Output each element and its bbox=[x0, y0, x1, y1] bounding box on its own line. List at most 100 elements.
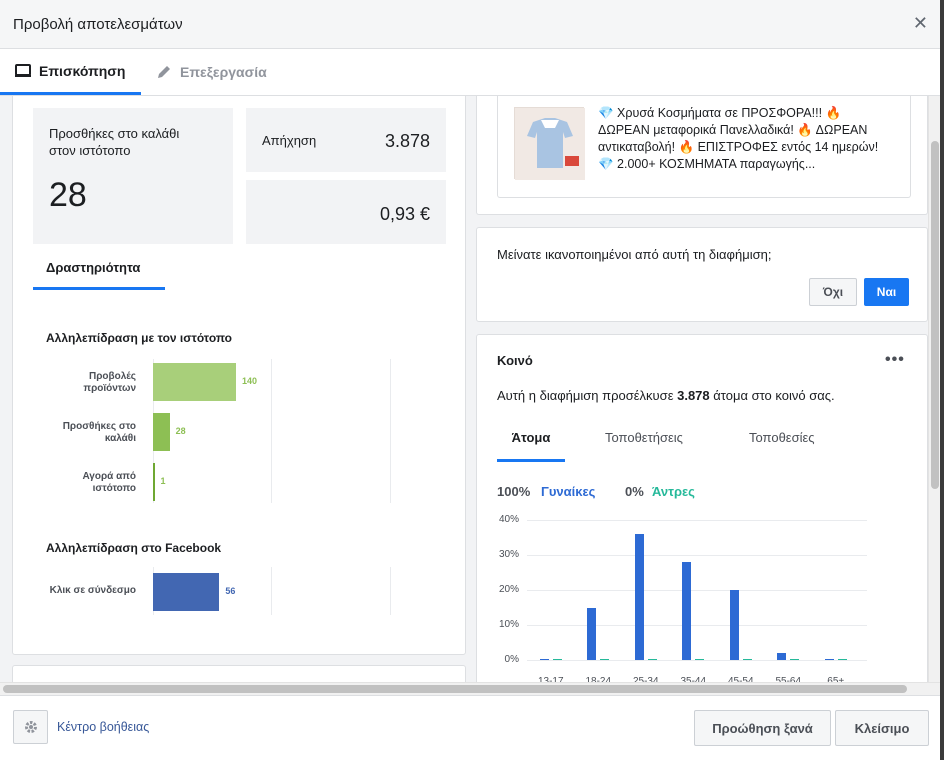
y-tick-label: 30% bbox=[498, 549, 519, 560]
x-tick-label: 13-17 bbox=[537, 676, 564, 682]
audience-card: Κοινό ••• Αυτή η διαφήμιση προσέλκυσε 3.… bbox=[476, 334, 928, 682]
settings-button[interactable] bbox=[13, 710, 48, 744]
bar-value: 140 bbox=[242, 376, 258, 386]
chart-bar bbox=[587, 607, 597, 660]
ad-preview-card: 💎 Χρυσά Κοσμήματα σε ΠΡΟΣΦΟΡΑ!!! 🔥 ΔΩΡΕΑ… bbox=[476, 96, 928, 215]
tab-overview[interactable]: Επισκόπηση bbox=[0, 49, 141, 95]
women-label: Γυναίκες bbox=[541, 484, 596, 499]
tab-people[interactable]: Άτομα bbox=[497, 430, 565, 462]
tab-activity[interactable]: Δραστηριότητα bbox=[33, 256, 165, 290]
dialog-header: Προβολή αποτελεσμάτων ✕ bbox=[0, 0, 940, 49]
grid-line bbox=[527, 520, 867, 521]
scroll-content: Προσθήκες στο καλάθι στον ιστότοπο 28 Απ… bbox=[0, 96, 940, 682]
bar bbox=[153, 463, 155, 501]
grid-line bbox=[271, 359, 272, 503]
close-button[interactable]: Κλείσιμο bbox=[835, 710, 929, 746]
chart-bar bbox=[729, 590, 739, 660]
close-icon[interactable]: ✕ bbox=[912, 13, 928, 33]
results-card: Προσθήκες στο καλάθι στον ιστότοπο 28 Απ… bbox=[12, 96, 466, 655]
men-percent: 0% bbox=[625, 484, 644, 499]
grid-line bbox=[527, 590, 867, 591]
chart-bar bbox=[634, 534, 644, 660]
grid-line bbox=[527, 555, 867, 556]
boost-again-button[interactable]: Προώθηση ξανά bbox=[694, 710, 831, 746]
chart-bar bbox=[647, 658, 657, 660]
y-tick-label: 10% bbox=[498, 619, 519, 630]
ad-text: 💎 Χρυσά Κοσμήματα σε ΠΡΟΣΦΟΡΑ!!! 🔥 ΔΩΡΕΑ… bbox=[598, 106, 879, 171]
x-tick-label: 25-34 bbox=[632, 676, 659, 682]
chart-bar bbox=[682, 562, 692, 660]
chart-bar bbox=[742, 658, 752, 660]
ad-preview[interactable]: 💎 Χρυσά Κοσμήματα σε ΠΡΟΣΦΟΡΑ!!! 🔥 ΔΩΡΕΑ… bbox=[497, 96, 911, 198]
chart-bar bbox=[837, 658, 847, 660]
x-tick-label: 65+ bbox=[827, 676, 845, 682]
y-tick-label: 40% bbox=[498, 514, 519, 525]
x-tick-label: 55-64 bbox=[775, 676, 802, 682]
tab-placements[interactable]: Τοποθετήσεις bbox=[605, 430, 683, 445]
chart-bar bbox=[552, 658, 562, 660]
grid-line bbox=[390, 567, 391, 615]
scrollbar-thumb[interactable] bbox=[3, 685, 907, 693]
vertical-scrollbar[interactable] bbox=[928, 96, 940, 682]
y-tick-label: 0% bbox=[504, 654, 519, 665]
bar-value: 28 bbox=[175, 426, 186, 436]
site-interaction-title: Αλληλεπίδραση με τον ιστότοπο bbox=[46, 331, 233, 345]
bar-label: Αγορά από ιστότοπο bbox=[82, 471, 136, 494]
bar bbox=[153, 573, 220, 611]
women-percent: 100% bbox=[497, 484, 531, 499]
horizontal-scrollbar[interactable] bbox=[0, 682, 940, 695]
x-tick-label: 18-24 bbox=[585, 676, 612, 682]
bar-label: Κλικ σε σύνδεσμο bbox=[49, 585, 136, 596]
metric-cart: Προσθήκες στο καλάθι στον ιστότοπο 28 bbox=[33, 108, 233, 244]
chart-bar bbox=[539, 658, 549, 660]
pencil-icon bbox=[158, 66, 170, 78]
ad-thumbnail bbox=[514, 107, 585, 180]
chart-bar bbox=[790, 658, 800, 660]
more-options-icon[interactable]: ••• bbox=[885, 351, 905, 368]
metric-value: 28 bbox=[49, 176, 87, 214]
y-tick-label: 20% bbox=[498, 584, 519, 595]
grid-line bbox=[527, 660, 867, 661]
yes-button[interactable]: Ναι bbox=[864, 278, 909, 306]
metric-value: 0,93 € bbox=[379, 204, 430, 224]
help-center-link[interactable]: Κέντρο βοήθειας bbox=[57, 720, 150, 734]
tablet-icon bbox=[15, 63, 31, 77]
window-edge bbox=[940, 0, 944, 760]
dialog-title: Προβολή αποτελεσμάτων bbox=[13, 16, 183, 33]
men-label: Άντρες bbox=[652, 484, 695, 499]
next-card bbox=[12, 665, 466, 682]
bar bbox=[153, 413, 170, 451]
bar-label: Προσθήκες στο καλάθι bbox=[62, 421, 136, 444]
grid-line bbox=[390, 359, 391, 503]
metric-value: 3.878 bbox=[384, 131, 430, 151]
chart-bar bbox=[695, 658, 705, 660]
feedback-card: Μείνατε ικανοποιημένοι από αυτή τη διαφή… bbox=[476, 227, 928, 322]
bar-value: 56 bbox=[225, 586, 236, 596]
scrollbar-thumb[interactable] bbox=[931, 141, 939, 489]
tab-label: Επεξεργασία bbox=[180, 64, 267, 80]
grid-line bbox=[527, 625, 867, 626]
chart-bar bbox=[777, 653, 787, 660]
chart-bar bbox=[824, 658, 834, 660]
x-tick-label: 35-44 bbox=[680, 676, 707, 682]
bar-value: 1 bbox=[160, 476, 166, 486]
tab-locations[interactable]: Τοποθεσίες bbox=[749, 430, 815, 445]
metric-label: Προσθήκες στο καλάθι στον ιστότοπο bbox=[49, 126, 180, 158]
audience-title: Κοινό bbox=[497, 353, 533, 368]
bar-label: Προβολές προϊόντων bbox=[83, 371, 136, 394]
dialog-footer: Κέντρο βοήθειας Προώθηση ξανά Κλείσιμο bbox=[0, 695, 940, 760]
tab-bar: Επισκόπηση Επεξεργασία bbox=[0, 49, 940, 96]
audience-description: Αυτή η διαφήμιση προσέλκυσε 3.878 άτομα … bbox=[497, 388, 835, 403]
no-button[interactable]: Όχι bbox=[809, 278, 857, 306]
gear-icon bbox=[24, 721, 37, 733]
tab-label: Επισκόπηση bbox=[39, 62, 126, 79]
feedback-question: Μείνατε ικανοποιημένοι από αυτή τη διαφή… bbox=[497, 247, 772, 262]
chart-bar bbox=[600, 658, 610, 660]
grid-line bbox=[271, 567, 272, 615]
tab-edit[interactable]: Επεξεργασία bbox=[156, 49, 267, 95]
metric-label: Απήχηση bbox=[262, 133, 317, 148]
bar bbox=[153, 363, 236, 401]
metric-reach: Απήχηση 3.878 bbox=[246, 108, 446, 172]
x-tick-label: 45-54 bbox=[727, 676, 754, 682]
